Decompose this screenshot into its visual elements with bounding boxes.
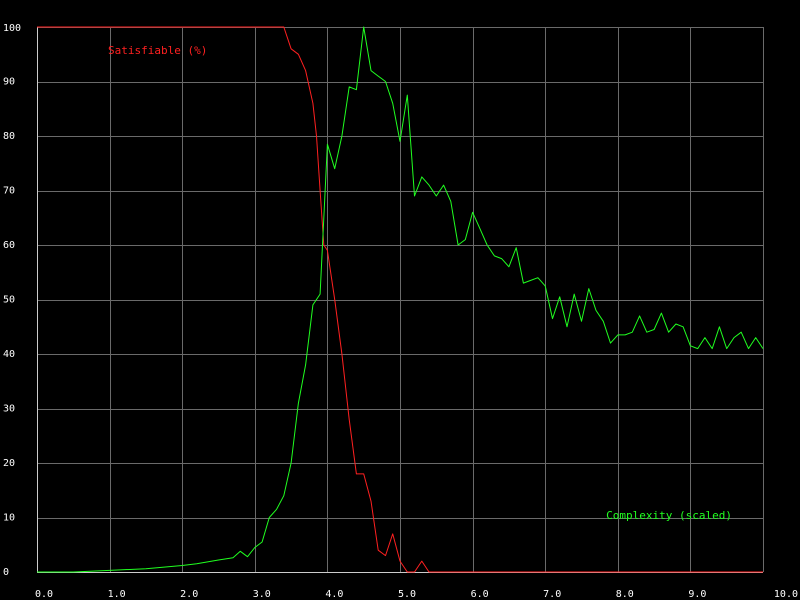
y-tick-label: 100 [3, 23, 21, 34]
x-tick-label: 2.0 [180, 589, 198, 600]
series-label-satisfiable: Satisfiable (%) [108, 44, 207, 57]
series-line-satisfiable [37, 26, 763, 573]
y-tick-label: 50 [3, 295, 15, 306]
series-group [37, 26, 764, 573]
y-tick-label: 90 [3, 77, 15, 88]
series-label-complexity: Complexity (scaled) [606, 509, 732, 522]
y-tick-label: 0 [3, 567, 9, 578]
x-tick-label: 1.0 [108, 589, 126, 600]
x-tick-label: 10.0 [774, 589, 798, 600]
y-tick-label: 60 [3, 240, 15, 251]
series-line-complexity [37, 26, 764, 573]
y-tick-label: 40 [3, 349, 15, 360]
y-tick-label: 20 [3, 458, 15, 469]
x-tick-label: 0.0 [35, 589, 53, 600]
y-tick-label: 80 [3, 131, 15, 142]
tick-labels: 0.0 1.0 2.0 3.0 4.0 5.0 6.0 7.0 8.0 9.0 10.0 0 10 20 3… [3, 23, 798, 600]
x-tick-label: 3.0 [253, 589, 271, 600]
grid [37, 27, 764, 573]
x-tick-label: 6.0 [471, 589, 489, 600]
x-tick-label: 4.0 [325, 589, 343, 600]
y-tick-label: 30 [3, 404, 15, 415]
x-tick-label: 5.0 [398, 589, 416, 600]
x-tick-label: 7.0 [543, 589, 561, 600]
x-tick-label: 8.0 [616, 589, 634, 600]
x-tick-label: 9.0 [688, 589, 706, 600]
y-tick-label: 70 [3, 186, 15, 197]
series-labels: Satisfiable (%) Complexity (scaled) [108, 44, 732, 522]
y-tick-label: 10 [3, 513, 15, 524]
